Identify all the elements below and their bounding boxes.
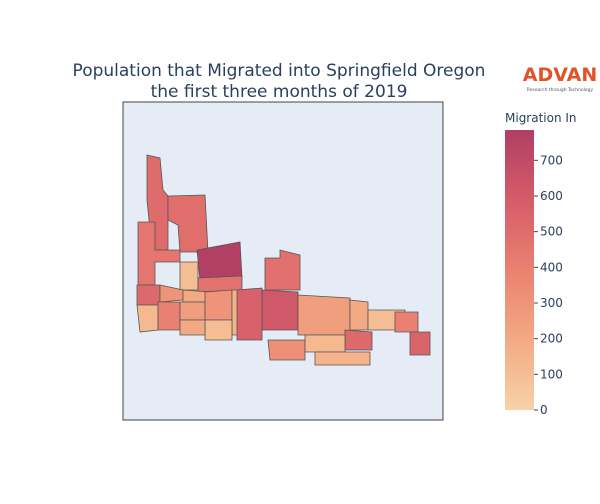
region [344,329,373,351]
region [157,301,181,331]
colorbar-tick-label: 700 [540,153,563,167]
colorbar-tick-label: 400 [540,260,563,274]
colorbar-tick-label: 600 [540,189,563,203]
colorbar-tick-label: 0 [540,403,548,417]
region [136,304,159,333]
region [394,311,419,333]
colorbar-tick-label: 300 [540,296,563,310]
region [409,331,431,356]
region [264,249,301,291]
region [179,261,199,291]
region [204,319,233,341]
colorbar-tick-label: 100 [540,367,563,381]
colorbar-tick-label: 200 [540,332,563,346]
region [304,334,346,353]
map-title: the first three months of 2019 [151,82,408,102]
region [349,299,369,331]
region [179,301,206,321]
region [314,351,371,366]
region [267,339,306,361]
region [297,294,351,336]
map-title: Population that Migrated into Springfiel… [73,61,486,81]
region [136,284,161,306]
logo: ADVAN [523,64,598,86]
logo-tagline: Research through Technology [527,87,594,93]
region [236,287,263,341]
colorbar-tick-label: 500 [540,225,563,239]
region [261,289,299,331]
region [204,289,233,321]
region [179,319,206,336]
colorbar-title: Migration In [505,111,577,125]
colorbar [505,130,534,410]
